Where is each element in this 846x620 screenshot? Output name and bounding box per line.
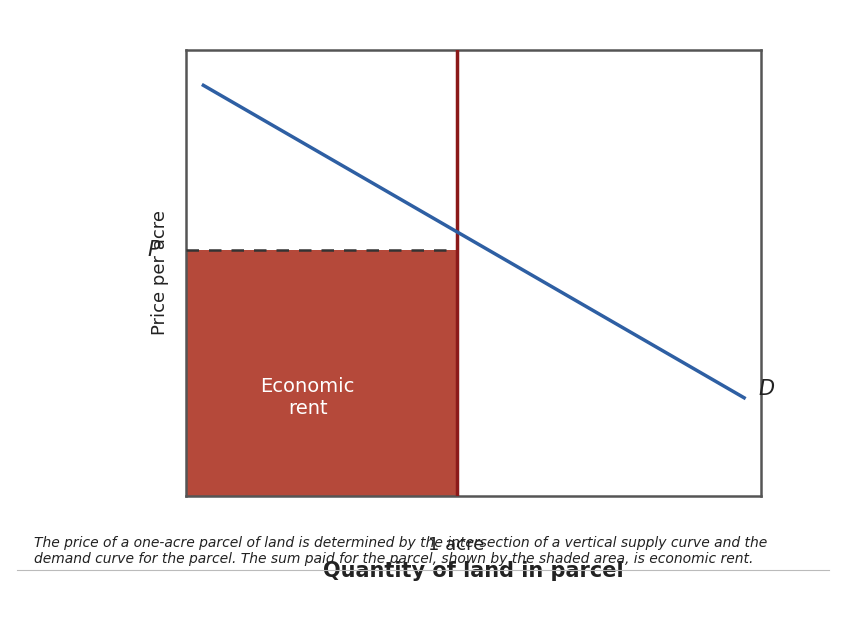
Bar — [186, 250, 457, 496]
Text: P: P — [147, 241, 160, 260]
Y-axis label: Price per acre: Price per acre — [151, 210, 169, 335]
Text: S: S — [0, 619, 1, 620]
Text: The price of a one-acre parcel of land is determined by the intersection of a ve: The price of a one-acre parcel of land i… — [34, 536, 767, 567]
Text: D: D — [759, 379, 775, 399]
Text: 1 acre: 1 acre — [428, 536, 485, 554]
Text: Economic
rent: Economic rent — [261, 378, 355, 418]
Text: Quantity of land in parcel: Quantity of land in parcel — [323, 560, 624, 581]
